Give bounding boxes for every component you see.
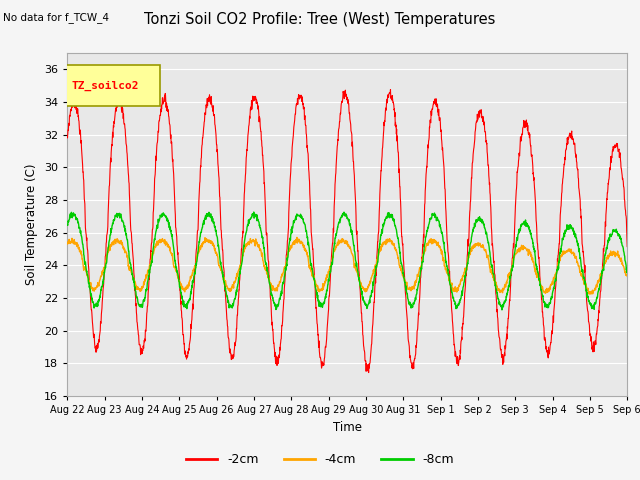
Legend: -2cm, -4cm, -8cm: -2cm, -4cm, -8cm [181, 448, 459, 471]
FancyBboxPatch shape [62, 65, 160, 106]
Text: TZ_soilco2: TZ_soilco2 [72, 80, 139, 91]
Text: Tonzi Soil CO2 Profile: Tree (West) Temperatures: Tonzi Soil CO2 Profile: Tree (West) Temp… [144, 12, 496, 27]
Text: No data for f_TCW_4: No data for f_TCW_4 [3, 12, 109, 23]
X-axis label: Time: Time [333, 420, 362, 433]
Y-axis label: Soil Temperature (C): Soil Temperature (C) [26, 164, 38, 285]
